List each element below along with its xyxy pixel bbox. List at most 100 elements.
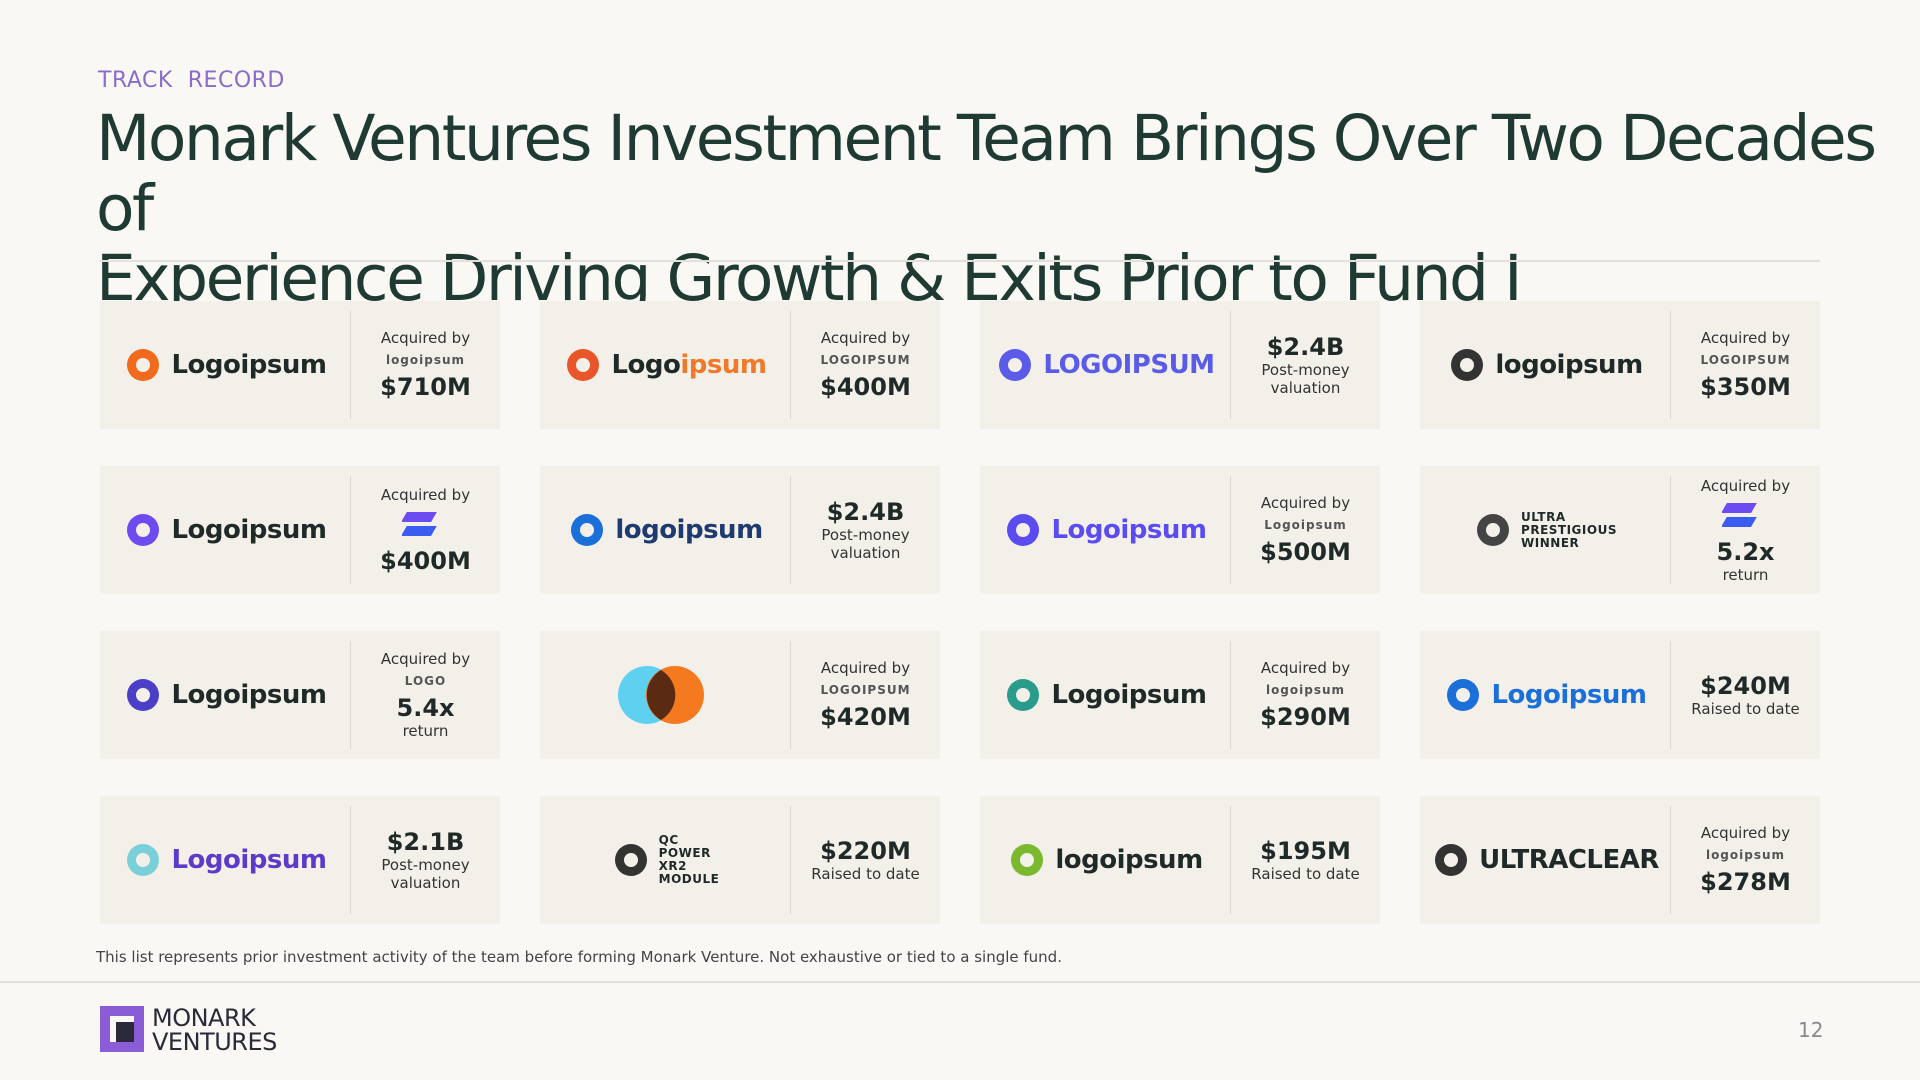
company-logo: Logoipsum [100, 311, 351, 419]
card: Logoipsum Acquired by LOGOIPSUM $400M [540, 301, 940, 429]
deal-note: Post-money valuation [1261, 361, 1350, 397]
logo-icon [127, 349, 160, 381]
acquirer: logoipsum [1705, 848, 1786, 862]
card: logoipsum Acquired by LOGOIPSUM $350M [1420, 301, 1820, 429]
deal-note: Raised to date [1691, 700, 1800, 718]
logo-text: ULTRACLEAR [1479, 845, 1659, 875]
logo-word: POWER [658, 846, 711, 860]
logo-word: Logoipsum [171, 845, 327, 875]
deal-note: Post-money valuation [821, 526, 910, 562]
logo-icon [127, 844, 160, 876]
logo-word: Logoipsum [1051, 515, 1207, 545]
deal-value: $290M [1260, 703, 1351, 731]
deal-label: Acquired by [1260, 659, 1351, 677]
deal-value: $350M [1700, 373, 1791, 401]
logo-icon [1435, 844, 1468, 876]
logo-icon [618, 666, 704, 724]
company-logo: ULTRA PRESTIGIOUS WINNER [1420, 476, 1671, 584]
logo-icon [999, 349, 1032, 381]
deal-info: Acquired by LOGOIPSUM $350M [1671, 301, 1820, 429]
deal-value: $400M [820, 373, 911, 401]
logo-word: logoipsum [615, 515, 763, 545]
deal-info: Acquired by logoipsum $290M [1231, 631, 1380, 759]
deal-info: Acquired by 5.2x return [1671, 466, 1820, 594]
logo-text: Logoipsum [171, 515, 327, 545]
logo-word: Logoipsum [1491, 680, 1647, 710]
logo-text: LOGOIPSUM [1043, 350, 1215, 380]
deal-info: Acquired by $400M [351, 466, 500, 594]
logo-icon [1007, 679, 1040, 711]
logo-word: Logoipsum [171, 515, 327, 545]
title-line: Monark Ventures Investment Team Brings O… [96, 102, 1877, 245]
deal-info: $195M Raised to date [1231, 796, 1380, 924]
deal-info: $240M Raised to date [1671, 631, 1820, 759]
company-logo: Logoipsum [980, 476, 1231, 584]
acquirer: LOGOIPSUM [820, 683, 911, 697]
logo-word: Logoipsum [171, 350, 327, 380]
deal-note: return [1722, 565, 1769, 584]
logo-text: Logoipsum [1051, 515, 1207, 545]
logo-word: PRESTIGIOUS [1521, 522, 1617, 537]
logo-word: ipsum [1116, 845, 1204, 875]
logo-word: Logo [611, 350, 681, 380]
deal-info: Acquired by LOGOIPSUM $420M [791, 631, 940, 759]
deal-value: $195M [1260, 837, 1351, 865]
company-logo: Logoipsum [1420, 641, 1671, 749]
deal-info: $220M Raised to date [791, 796, 940, 924]
deal-label: Acquired by [380, 329, 471, 347]
deal-value: $500M [1260, 538, 1351, 566]
company-logo [540, 641, 791, 749]
logo-word: ipsum [680, 350, 767, 380]
logo-word: ULTRA [1521, 509, 1566, 524]
deal-value: $240M [1700, 672, 1791, 700]
deal-label: Acquired by [380, 485, 471, 504]
company-logo: ULTRACLEAR [1420, 806, 1671, 914]
company-logo: Logoipsum [100, 476, 351, 584]
company-logo: Logoipsum [100, 641, 351, 749]
deal-label: Acquired by [1260, 494, 1351, 512]
logo-icon [1447, 679, 1480, 711]
divider [0, 981, 1920, 983]
card: Acquired by LOGOIPSUM $420M [540, 631, 940, 759]
page-number: 12 [1798, 1018, 1824, 1042]
section-label: TRACK RECORD [98, 68, 285, 93]
acquirer-logo [1720, 501, 1770, 532]
card: Logoipsum Acquired by logoipsum $710M [100, 301, 500, 429]
card: QC POWER XR2 MODULE $220M Raised to date [540, 796, 940, 924]
deal-info: $2.4B Post-money valuation [1231, 301, 1380, 429]
deal-label: Acquired by [1700, 329, 1791, 347]
acquirer-logo [400, 510, 450, 541]
logo-text: logoipsum [1495, 350, 1643, 380]
card: Logoipsum $240M Raised to date [1420, 631, 1820, 759]
deal-value: 5.4x [396, 694, 455, 722]
deal-value: $710M [380, 373, 471, 401]
deal-note: Post-money valuation [381, 856, 470, 892]
brand-line: MONARK [152, 1004, 256, 1032]
logo-word: XR2 [658, 859, 687, 873]
logo-icon [1477, 514, 1510, 546]
card: ULTRACLEAR Acquired by logoipsum $278M [1420, 796, 1820, 924]
company-logo: Logoipsum [980, 641, 1231, 749]
deal-info: Acquired by LOGO 5.4x return [351, 631, 500, 759]
brand-icon [100, 1006, 144, 1052]
deal-note: Raised to date [811, 865, 920, 883]
acquirer: logoipsum [1265, 683, 1346, 697]
card: Logoipsum $2.1B Post-money valuation [100, 796, 500, 924]
logo-word: logoipsum [1495, 350, 1643, 380]
deal-label: Acquired by [380, 650, 471, 668]
company-logo: Logoipsum [540, 311, 791, 419]
logo-icon [127, 514, 160, 546]
logo-text: logoipsum [615, 515, 763, 545]
logo-word: WINNER [1521, 535, 1580, 550]
deal-info: $2.4B Post-money valuation [791, 466, 940, 594]
card: Logoipsum Acquired by LOGO 5.4x return [100, 631, 500, 759]
logo-word: LOGOIPSUM [1043, 350, 1215, 380]
deal-info: Acquired by logoipsum $710M [351, 301, 500, 429]
deal-info: Acquired by LOGOIPSUM $400M [791, 301, 940, 429]
title: Monark Ventures Investment Team Brings O… [96, 104, 1920, 314]
company-logo: logoipsum [540, 476, 791, 584]
acquirer: LOGOIPSUM [1700, 353, 1791, 367]
logo-text: Logoipsum [1491, 680, 1647, 710]
deal-value: $220M [820, 837, 911, 865]
